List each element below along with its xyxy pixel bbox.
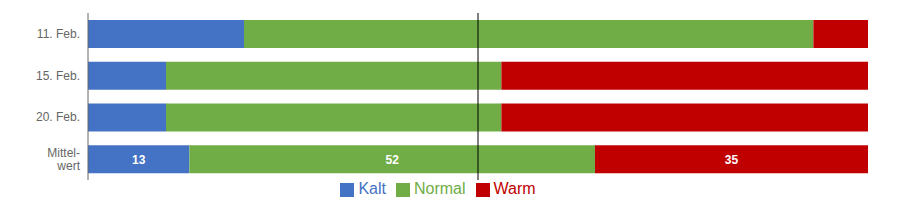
svg-text:11. Feb.: 11. Feb. [37,27,80,41]
svg-text:52: 52 [386,153,400,167]
svg-text:Mittel-wert: Mittel-wert [47,146,80,173]
svg-text:13: 13 [132,153,146,167]
html-text:Kalt: Kalt [358,180,386,197]
svg-text:20. Feb.: 20. Feb. [36,110,80,124]
html-text:Normal: Normal [414,180,466,197]
html-text:Warm: Warm [493,180,536,197]
svg-text:35: 35 [725,153,739,167]
svg-text:15. Feb.: 15. Feb. [36,69,80,83]
